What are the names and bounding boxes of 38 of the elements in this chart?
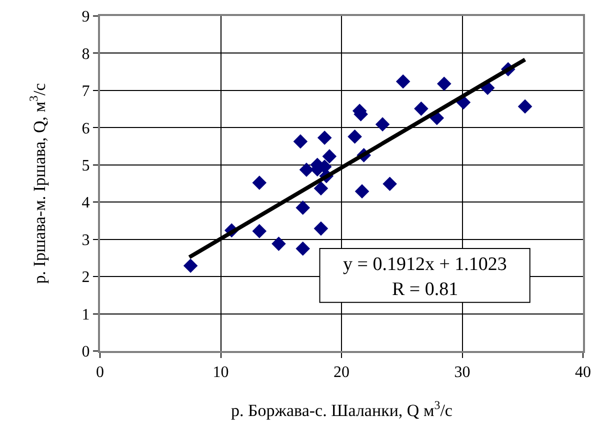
x-tick-label: 30 xyxy=(454,364,470,382)
point xyxy=(293,134,308,149)
point xyxy=(296,200,310,215)
y-tick-label: 6 xyxy=(82,120,90,138)
point xyxy=(296,241,310,256)
point xyxy=(272,236,286,251)
point xyxy=(518,99,532,114)
point xyxy=(322,149,337,164)
point xyxy=(354,184,370,198)
point xyxy=(382,176,397,192)
point xyxy=(375,117,390,132)
y-tick-label: 0 xyxy=(82,344,90,361)
point xyxy=(299,162,314,177)
y-tick-label: 8 xyxy=(82,46,90,63)
x-axis-title: р. Боржава-с. Шаланки, Q м$^{3}$/с xyxy=(231,398,453,420)
x-tick-label: 40 xyxy=(575,364,591,382)
point xyxy=(252,176,267,190)
point xyxy=(252,224,267,238)
point xyxy=(414,102,428,116)
y-tick-label: 5 xyxy=(82,157,90,174)
y-tick-label: 2 xyxy=(82,269,90,286)
y-tick-label: 3 xyxy=(82,232,90,249)
x-tick-label: 10 xyxy=(212,364,229,382)
x-tick-label: 0 xyxy=(96,364,104,382)
point xyxy=(317,130,332,145)
y-tick-label: 7 xyxy=(82,83,90,100)
point xyxy=(314,221,328,236)
annotation: y = 0.1912x + 1.1023 xyxy=(343,254,507,275)
y-tick-label: 1 xyxy=(82,306,90,324)
point xyxy=(436,76,452,91)
point xyxy=(348,129,362,144)
annotation: R = 0.81 xyxy=(392,279,458,300)
x-tick-label: 20 xyxy=(334,364,350,382)
point xyxy=(183,258,198,273)
point xyxy=(314,181,328,196)
y-tick-label: 9 xyxy=(82,8,90,26)
y-tick-label: 4 xyxy=(82,194,90,212)
point xyxy=(396,74,410,89)
